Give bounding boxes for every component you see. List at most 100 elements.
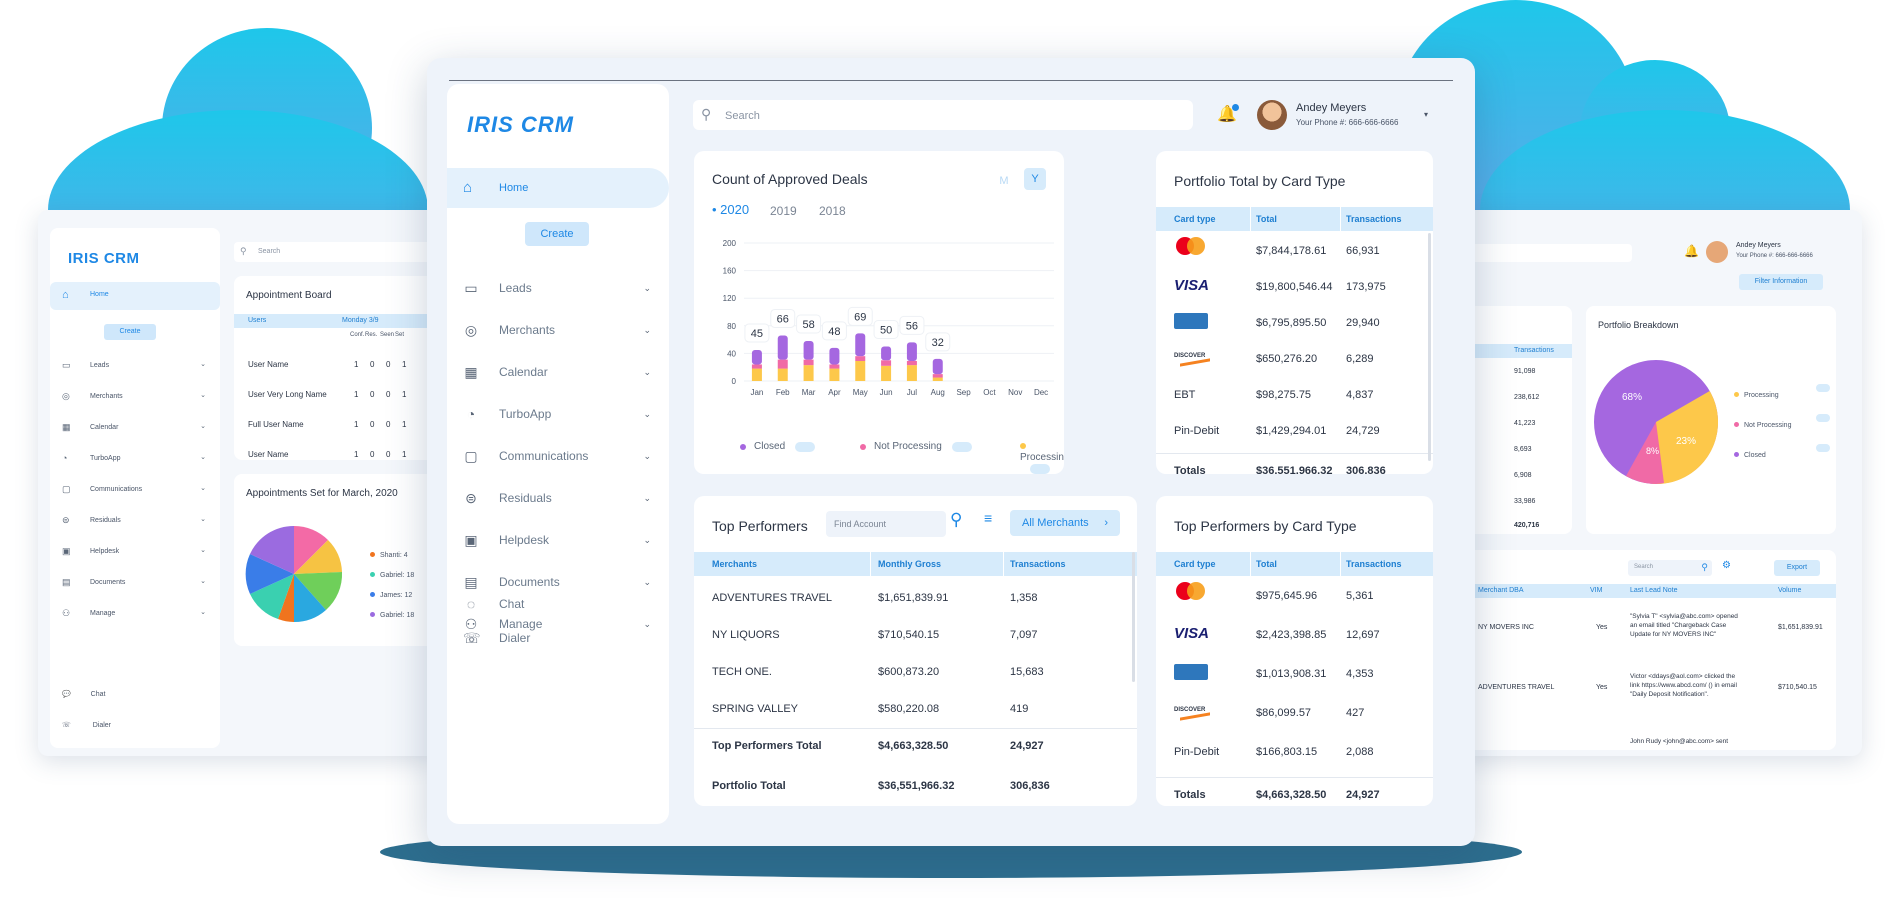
sidebar-item-merchants[interactable]: ◎ Merchants ⌄	[447, 310, 669, 350]
left-sidebar-item-calendar[interactable]: ▦ Calendar ⌄	[50, 418, 220, 438]
coin-icon: ⊜	[465, 490, 477, 506]
toggle-year-button[interactable]: Y	[1024, 168, 1046, 190]
year-tab-2018[interactable]: 2018	[819, 204, 846, 218]
main-window: IRIS CRM ⌂ Home Create ▭ Leads ⌄ ◎ Merchants…	[427, 58, 1475, 846]
left-sidebar-item-label: Residuals	[90, 517, 121, 524]
sidebar-item-calendar[interactable]: ▦ Calendar ⌄	[447, 352, 669, 392]
left-home-item[interactable]: ⌂ Home	[50, 282, 220, 310]
toggle-switch[interactable]	[795, 441, 816, 452]
left-sidebar-item-communications[interactable]: ▢ Communications ⌄	[50, 480, 220, 500]
home-icon: ⌂	[463, 179, 473, 196]
right-export-button[interactable]: Export	[1774, 560, 1820, 576]
sidebar-item-documents[interactable]: ▤ Documents ⌄	[447, 562, 669, 602]
left-sidebar-item-manage[interactable]: ⚇ Manage ⌄	[50, 604, 220, 624]
user-phone: Your Phone #: 666-666-6666	[1296, 118, 1399, 127]
year-tab-2019[interactable]: 2019	[770, 204, 797, 218]
chevron-down-icon: ⌄	[200, 578, 206, 585]
performer-merchant-name[interactable]: SPRING VALLEY	[712, 703, 798, 715]
performer-merchant-name[interactable]: TECH ONE.	[712, 666, 772, 678]
legend-dot	[370, 552, 375, 557]
x-tick-label: Feb	[776, 388, 790, 397]
left-phone-icon: ☏	[62, 722, 71, 729]
performer-merchant-name[interactable]: NY LIQUORS	[712, 629, 780, 641]
user-avatar[interactable]	[1257, 100, 1287, 130]
left-sidebar-item-documents[interactable]: ▤ Documents ⌄	[50, 573, 220, 593]
card-type-total: $166,803.15	[1256, 746, 1318, 758]
performers-scrollbar[interactable]	[1132, 552, 1135, 682]
sidebar-item-leads[interactable]: ▭ Leads ⌄	[447, 268, 669, 308]
bar-segment-processing	[906, 365, 917, 381]
right-transactions-panel: Transactions 91,098 238,612 41,223 8,693 6,9…	[1462, 306, 1572, 534]
totals-divider	[1156, 453, 1433, 454]
right-filter-button[interactable]: Filter Information	[1739, 274, 1823, 290]
toggle-switch[interactable]	[951, 441, 972, 452]
right-bell-icon[interactable]: 🔔	[1684, 244, 1699, 258]
chevron-down-icon: ⌄	[643, 408, 651, 419]
sidebar-item-dialer[interactable]: ☏ Dialer	[463, 630, 531, 646]
toggle-switch[interactable]	[1816, 384, 1830, 392]
find-account-input[interactable]: Find Account	[826, 511, 946, 537]
sidebar-item-chat[interactable]: ◌ Chat	[447, 584, 669, 624]
chevron-down-icon: ⌄	[200, 485, 206, 492]
sidebar-item-manage[interactable]: ⚇ Manage ⌄	[447, 604, 669, 644]
left-home-label: Home	[90, 291, 109, 298]
toggle-month-button[interactable]: M	[999, 175, 1009, 187]
left-sidebar-item-turboapp[interactable]: ◔ TurboApp ⌄	[50, 449, 220, 469]
left-sidebar-item-label: Manage	[90, 610, 116, 617]
right-settings-icon[interactable]: ⚙	[1722, 560, 1731, 571]
notification-bell-icon[interactable]: 🔔	[1217, 106, 1237, 123]
sidebar-item-turboapp[interactable]: ◔ TurboApp ⌄	[447, 394, 669, 434]
left-dialer-item[interactable]: ☏ Dialer	[62, 722, 112, 729]
portfolio-scrollbar[interactable]	[1428, 233, 1431, 461]
amex-logo-icon	[1174, 660, 1214, 686]
left-sidebar-item-residuals[interactable]: ⊜ Residuals ⌄	[50, 511, 220, 531]
left-sidebar-item-leads[interactable]: ▭ Leads ⌄	[50, 356, 220, 376]
right-table-search[interactable]: Search ⚲	[1628, 560, 1712, 576]
toggle-switch[interactable]	[1030, 463, 1050, 474]
create-button[interactable]: Create	[525, 222, 589, 246]
bar-segment-closed	[855, 333, 866, 357]
toggle-switch[interactable]	[1816, 444, 1830, 452]
search-input[interactable]: ⚲ Search	[693, 100, 1193, 130]
toggle-switch[interactable]	[1816, 414, 1830, 422]
legend-item-closed: Closed	[740, 441, 816, 455]
merchant-dba: ADVENTURES TRAVEL	[1478, 684, 1555, 691]
y-tick-label: 120	[723, 294, 737, 303]
left-search-input[interactable]: ⚲ Search	[234, 242, 438, 262]
card-type-divider-1	[1250, 552, 1251, 576]
sidebar-item-communications[interactable]: ▢ Communications ⌄	[447, 436, 669, 476]
bar-total-label: 56	[906, 320, 918, 332]
left-sidebar-item-label: Leads	[90, 362, 110, 369]
find-account-search-icon[interactable]: ⚲	[950, 510, 963, 529]
bar-total-badge	[770, 308, 796, 328]
performer-monthly-gross: $710,540.15	[878, 629, 940, 641]
left-create-button[interactable]: Create	[104, 324, 156, 340]
totals-transactions: 306,836	[1346, 465, 1386, 474]
user-menu-chevron-icon[interactable]: ▾	[1424, 110, 1429, 119]
legend-item-not-processing: Not Processing	[860, 441, 972, 455]
year-tab-2020[interactable]: • 2020	[712, 202, 750, 217]
chevron-down-icon: ⌄	[200, 547, 206, 554]
bar-segment-closed	[932, 358, 943, 375]
left-sidebar-item-merchants[interactable]: ◎ Merchants ⌄	[50, 387, 220, 407]
left-chat-item[interactable]: 💬 Chat	[62, 691, 106, 698]
card-type-total: $7,844,178.61	[1256, 245, 1327, 257]
totals-transactions: 24,927	[1346, 789, 1380, 801]
card-type-performers-card: Top Performers by Card Type Card type To…	[1156, 496, 1433, 806]
left-sidebar-item-helpdesk[interactable]: ▣ Helpdesk ⌄	[50, 542, 220, 562]
all-merchants-button[interactable]: All Merchants ›	[1010, 510, 1120, 536]
sidebar-item-residuals[interactable]: ⊜ Residuals ⌄	[447, 478, 669, 518]
performer-merchant-name[interactable]: ADVENTURES TRAVEL	[712, 592, 833, 604]
filter-icon[interactable]: ≡	[984, 510, 993, 526]
sidebar-item-helpdesk[interactable]: ▣ Helpdesk ⌄	[447, 520, 669, 560]
appointment-subheader: Res.	[365, 332, 378, 338]
right-tx-value: 41,223	[1514, 420, 1536, 427]
appointment-value: 0	[370, 360, 375, 369]
bar-segment-closed	[829, 347, 840, 365]
legend-dot	[1734, 392, 1739, 397]
right-tx-value: 8,693	[1514, 446, 1532, 453]
sidebar-item-home[interactable]: ⌂ Home	[447, 168, 669, 208]
legend-item-processing: Processing	[1020, 441, 1064, 474]
bar-total-badge	[873, 320, 899, 339]
chat-bubbles-icon: ▢	[464, 448, 478, 464]
